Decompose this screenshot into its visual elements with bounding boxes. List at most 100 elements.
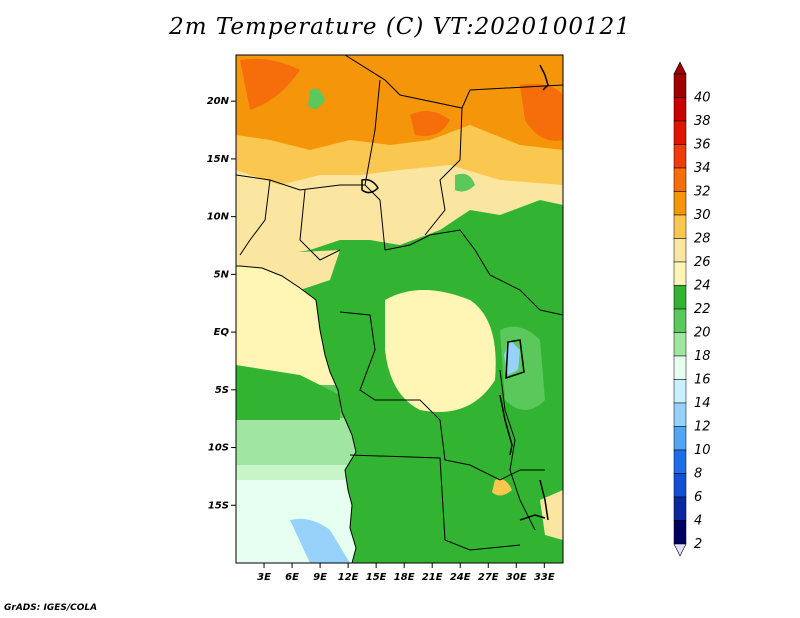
border-gabon-congo [339, 311, 441, 421]
colorbar-label: 16 [694, 373, 711, 388]
ocean-cool-patch [290, 518, 350, 563]
border-car [384, 229, 491, 276]
colorbar-label: 14 [694, 396, 711, 411]
colorbar-label: 2 [694, 537, 702, 552]
colorbar-label: 10 [694, 443, 711, 458]
border-zambia [439, 419, 545, 481]
colorbar-label: 20 [694, 326, 711, 341]
congo-basin-24 [385, 290, 496, 412]
colorbar-swatch [673, 473, 687, 498]
ocean-band-24 [236, 365, 340, 420]
lake-victoria-outline [505, 339, 525, 380]
lat-tick-label: 10N [207, 212, 230, 223]
colorbar-label: 38 [694, 114, 711, 129]
colorbar-label: 40 [694, 91, 711, 106]
colorbar-label: 12 [694, 420, 711, 435]
colorbar-swatch [673, 308, 687, 333]
colorbar: 40 38 36 34 32 30 28 26 24 22 20 18 16 14 12 10 8 6 4 2 [673, 61, 711, 557]
lat-tick-label: 5S [215, 385, 229, 396]
hot-spot-east [520, 83, 563, 141]
lake-kariba [519, 514, 546, 521]
colorbar-swatch [673, 238, 687, 263]
colorbar-swatch [673, 379, 687, 404]
lake-tanganyika [499, 394, 513, 456]
lon-ticks: 3E 6E 9E 12E 15E 18E 21E 24E 27E 30E 33E [257, 563, 555, 583]
border-angola [349, 454, 521, 551]
colorbar-label: 32 [694, 185, 711, 200]
lat-tick-label: EQ [214, 327, 230, 338]
colorbar-swatch [673, 261, 687, 286]
map-area [236, 55, 563, 563]
lake-malawi [539, 479, 549, 521]
lon-tick-label: 24E [450, 572, 471, 583]
map-frame [235, 54, 564, 564]
colorbar-swatch [673, 97, 687, 122]
lat-tick-label: 10S [208, 443, 229, 454]
lon-tick-label: 12E [338, 572, 359, 583]
colorbar-label: 4 [694, 514, 702, 529]
lakes [361, 64, 549, 521]
coastal-band [236, 250, 340, 290]
colorbar-swatch [673, 520, 687, 545]
colorbar-label: 22 [694, 302, 711, 317]
lat-tick-label: 20N [207, 96, 230, 107]
colorbar-swatch [673, 355, 687, 380]
lon-tick-label: 33E [534, 572, 555, 583]
border-sahel [236, 174, 365, 191]
lat-tick-label: 15N [207, 154, 230, 165]
lon-tick-label: 30E [506, 572, 527, 583]
colorbar-swatch [673, 167, 687, 192]
colorbar-label: 24 [694, 279, 711, 294]
lat-tick-label: 5N [214, 269, 230, 280]
warm-patch-south [492, 478, 512, 496]
colorbar-label: 8 [694, 467, 702, 482]
lat-tick-label: 15S [208, 500, 229, 511]
border-nigeria-west [239, 179, 271, 256]
lon-tick-label: 15E [366, 572, 387, 583]
colorbar-label: 34 [694, 161, 711, 176]
highland-patch-1 [455, 173, 475, 192]
lon-tick-label: 18E [394, 572, 415, 583]
hot-spot-west [240, 58, 300, 110]
hot-spot-central [410, 111, 450, 136]
lon-tick-label: 6E [285, 572, 299, 583]
colorbar-swatch [673, 73, 687, 98]
colorbar-swatch [673, 332, 687, 357]
lon-tick-label: 3E [257, 572, 271, 583]
lake-chad [361, 178, 379, 194]
colorbar-label: 26 [694, 255, 711, 270]
colorbar-swatch [673, 214, 687, 239]
credit-label: GrADS: IGES/COLA [4, 603, 98, 613]
colorbar-swatch [673, 496, 687, 521]
colorbar-label: 18 [694, 349, 711, 364]
lon-tick-label: 27E [478, 572, 499, 583]
border-nigeria-east [299, 189, 341, 261]
border-chad-east [424, 107, 463, 236]
border-south-sudan [489, 274, 563, 316]
colorbar-label: 28 [694, 232, 711, 247]
lat-ticks: 20N 15N 10N 5N EQ 5S 10S 15S [207, 96, 236, 511]
border-rift [499, 369, 536, 531]
lon-tick-label: 9E [313, 572, 327, 583]
colorbar-swatch [673, 402, 687, 427]
colorbar-label: 6 [694, 490, 702, 505]
colorbar-swatch [673, 426, 687, 451]
border-north [344, 55, 563, 109]
colorbar-under-arrow [673, 543, 687, 557]
colorbar-label: 30 [694, 208, 711, 223]
country-borders [236, 55, 563, 563]
lon-tick-label: 21E [422, 572, 443, 583]
highland-patch-2 [308, 88, 325, 109]
colorbar-swatch [673, 285, 687, 310]
colorbar-label: 36 [694, 138, 711, 153]
colorbar-swatch [673, 449, 687, 474]
colorbar-swatch [673, 191, 687, 216]
colorbar-swatch [673, 144, 687, 169]
colorbar-swatch [673, 120, 687, 145]
coastline [236, 265, 357, 563]
nile-mark [539, 64, 549, 91]
colorbar-over-arrow [673, 61, 687, 75]
chart-title: 2m Temperature (C) VT:2020100121 [169, 14, 631, 40]
land-band-30 [236, 55, 563, 150]
